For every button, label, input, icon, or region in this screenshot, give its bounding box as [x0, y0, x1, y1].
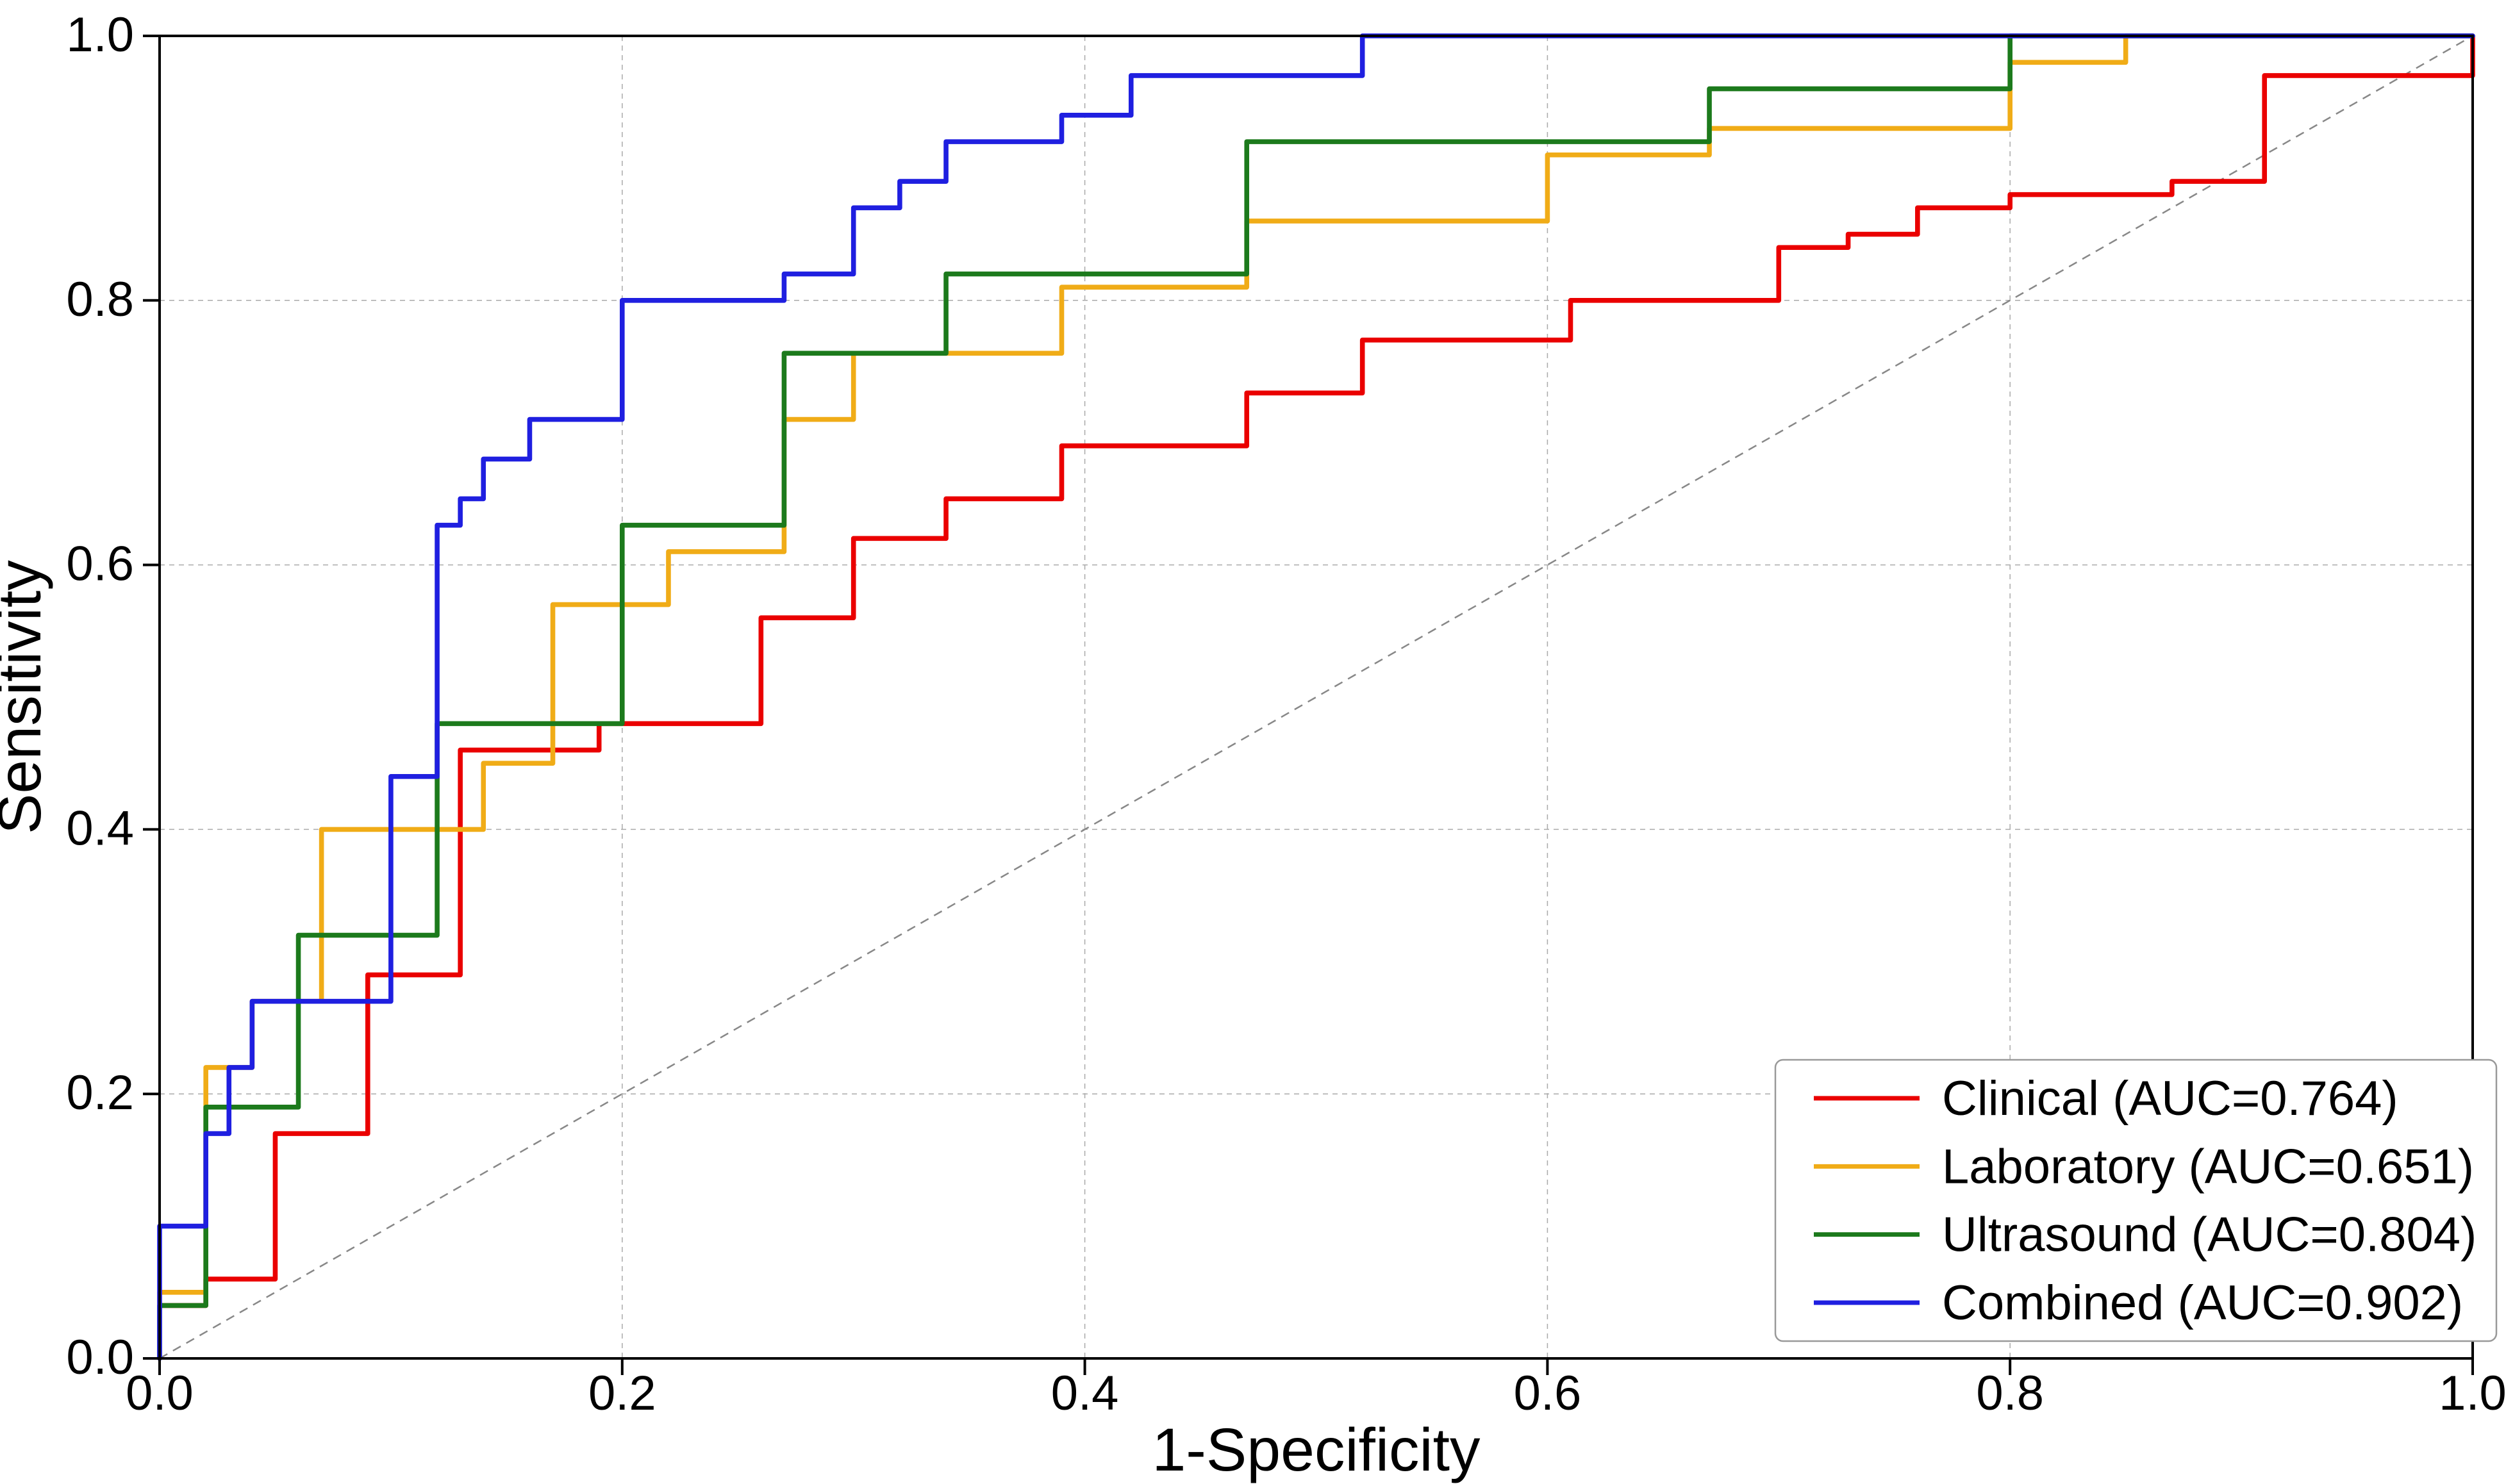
svg-text:1.0: 1.0: [66, 8, 134, 62]
svg-text:Sensitivity: Sensitivity: [0, 560, 54, 834]
svg-text:0.0: 0.0: [126, 1366, 194, 1421]
svg-text:Ultrasound (AUC=0.804): Ultrasound (AUC=0.804): [1942, 1208, 2477, 1262]
svg-text:0.8: 0.8: [1976, 1366, 2044, 1421]
svg-text:0.4: 0.4: [1051, 1366, 1119, 1421]
svg-text:1.0: 1.0: [2439, 1366, 2506, 1421]
svg-text:0.2: 0.2: [588, 1366, 656, 1421]
svg-text:0.2: 0.2: [66, 1066, 134, 1120]
svg-text:Laboratory (AUC=0.651): Laboratory (AUC=0.651): [1942, 1139, 2474, 1194]
svg-text:0.0: 0.0: [66, 1330, 134, 1385]
svg-text:0.6: 0.6: [66, 537, 134, 591]
svg-text:0.8: 0.8: [66, 272, 134, 327]
svg-text:0.6: 0.6: [1514, 1366, 1582, 1421]
svg-text:Combined (AUC=0.902): Combined (AUC=0.902): [1942, 1276, 2463, 1330]
svg-text:0.4: 0.4: [66, 801, 134, 855]
svg-text:Clinical (AUC=0.764): Clinical (AUC=0.764): [1942, 1071, 2398, 1126]
svg-text:1-Specificity: 1-Specificity: [1152, 1416, 1481, 1484]
